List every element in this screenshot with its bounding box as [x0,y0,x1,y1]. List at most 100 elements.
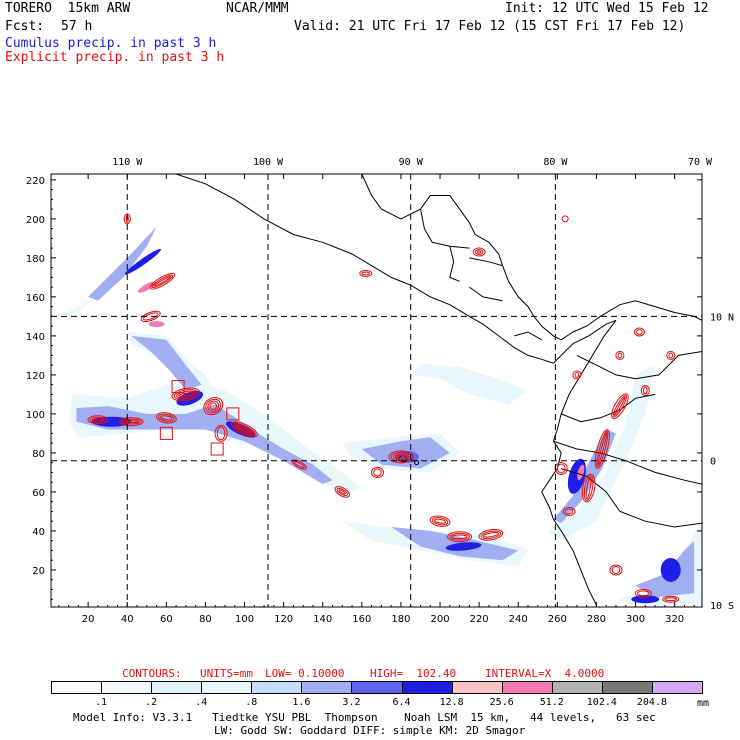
contour-ring [395,455,407,459]
colorbar-cell [201,681,253,694]
contour-ring [203,397,224,416]
contours-prefix: CONTOURS: [122,667,182,680]
colorbar-level-label: .8 [245,697,258,708]
contour-ring [561,215,569,223]
contour-ring [178,392,194,397]
y-tick-label: 220 [26,176,45,187]
precip-pink-spot [138,281,156,293]
precip-band-light [410,363,528,405]
colorbar-level-label: 1.6 [292,697,311,708]
contour-ring [662,595,680,603]
contour-ring [207,400,220,412]
contour-ring [123,420,140,424]
y-tick-label: 80 [32,449,45,460]
contour-ring [120,418,142,425]
colorbar-level-label: 12.8 [439,697,464,708]
contour-ring [142,312,159,321]
colorbar-level-label: .2 [145,697,158,708]
x-tick-label: 320 [665,614,684,625]
y-tick-label: 60 [32,488,45,499]
contour-box [159,426,173,440]
latitude-label: 0 [710,457,716,468]
colorbar-level-label: 25.6 [489,697,514,708]
y-tick-label: 40 [32,527,45,538]
x-tick-label: 260 [548,614,567,625]
contour-ring [153,275,172,287]
precip-core-dark [660,557,681,582]
x-tick-label: 220 [470,614,489,625]
precip-core-dark [631,595,660,604]
contour-ring [617,352,623,359]
contour-ring [158,413,175,422]
x-tick-label: 280 [587,614,606,625]
contour-ring [149,272,176,290]
contours-low: LOW= 0.10000 [265,667,345,680]
x-tick-label: 140 [313,614,332,625]
x-tick-label: 60 [160,614,173,625]
precip-amazon-medium [635,540,695,598]
contour-ring [613,396,626,416]
x-tick-label: 100 [235,614,254,625]
contour-ring [434,518,447,524]
colorbar-cell [501,681,553,694]
colorbar-level-label: 51.2 [539,697,564,708]
colorbar-unit: mm [697,698,710,709]
longitude-label: 100 W [253,157,284,168]
contour-ring [611,566,621,574]
y-tick-label: 160 [26,293,45,304]
country-border [420,209,470,249]
contour-ring [214,424,228,442]
longitude-label: 80 W [543,157,568,168]
x-tick-label: 80 [199,614,212,625]
contour-ring [477,250,482,254]
contour-ring [472,247,486,257]
contour-ring [429,515,451,527]
contour-ring [171,387,201,402]
contour-ring [160,415,173,421]
x-tick-label: 20 [82,614,95,625]
colorbar-cell [301,681,353,694]
contour-ring [388,450,414,464]
precip-coast-light [547,365,656,541]
colorbar-level-label: .1 [95,697,108,708]
colorbar-cell [651,681,703,694]
y-tick-label: 120 [26,371,45,382]
country-border [576,351,702,380]
contour-ring [474,249,484,255]
colorbar-cell [151,681,203,694]
x-tick-label: 300 [626,614,645,625]
contour-ring [373,468,382,477]
colorbar-cell [401,681,453,694]
country-border [514,331,542,341]
contour-ring [634,588,652,598]
contour-ring [231,421,258,438]
contour-ring [611,393,629,419]
contour-ring [233,423,256,436]
contour-ring [478,528,504,541]
contour-ring [572,370,582,380]
longitude-label: 70 W [688,157,713,168]
contour-ring [556,463,566,474]
contour-ring [293,460,305,469]
x-tick-label: 240 [509,614,528,625]
colorbar-cell [351,681,403,694]
colorbar-level-label: 204.8 [636,697,667,708]
contour-ring [151,274,174,289]
model-info: Model Info: V3.3.1 Tiedtke YSU PBL Thomp… [73,711,656,724]
contour-ring [216,426,226,441]
x-tick-label: 180 [391,614,410,625]
colorbar-cell [551,681,603,694]
init-time: Init: 12 UTC Wed 15 Feb 12 [505,1,709,16]
contour-ring [235,424,254,435]
precip-streak-dark [124,248,161,275]
contour-ring [581,473,596,503]
plot-frame [50,173,703,608]
contour-ring [173,389,199,400]
contour-ring [447,531,473,543]
precip-band-medium [391,527,519,561]
precip-pink-spot [577,464,585,481]
x-tick-label: 200 [430,614,449,625]
contour-ring [664,597,678,602]
y-tick-label: 180 [26,254,45,265]
